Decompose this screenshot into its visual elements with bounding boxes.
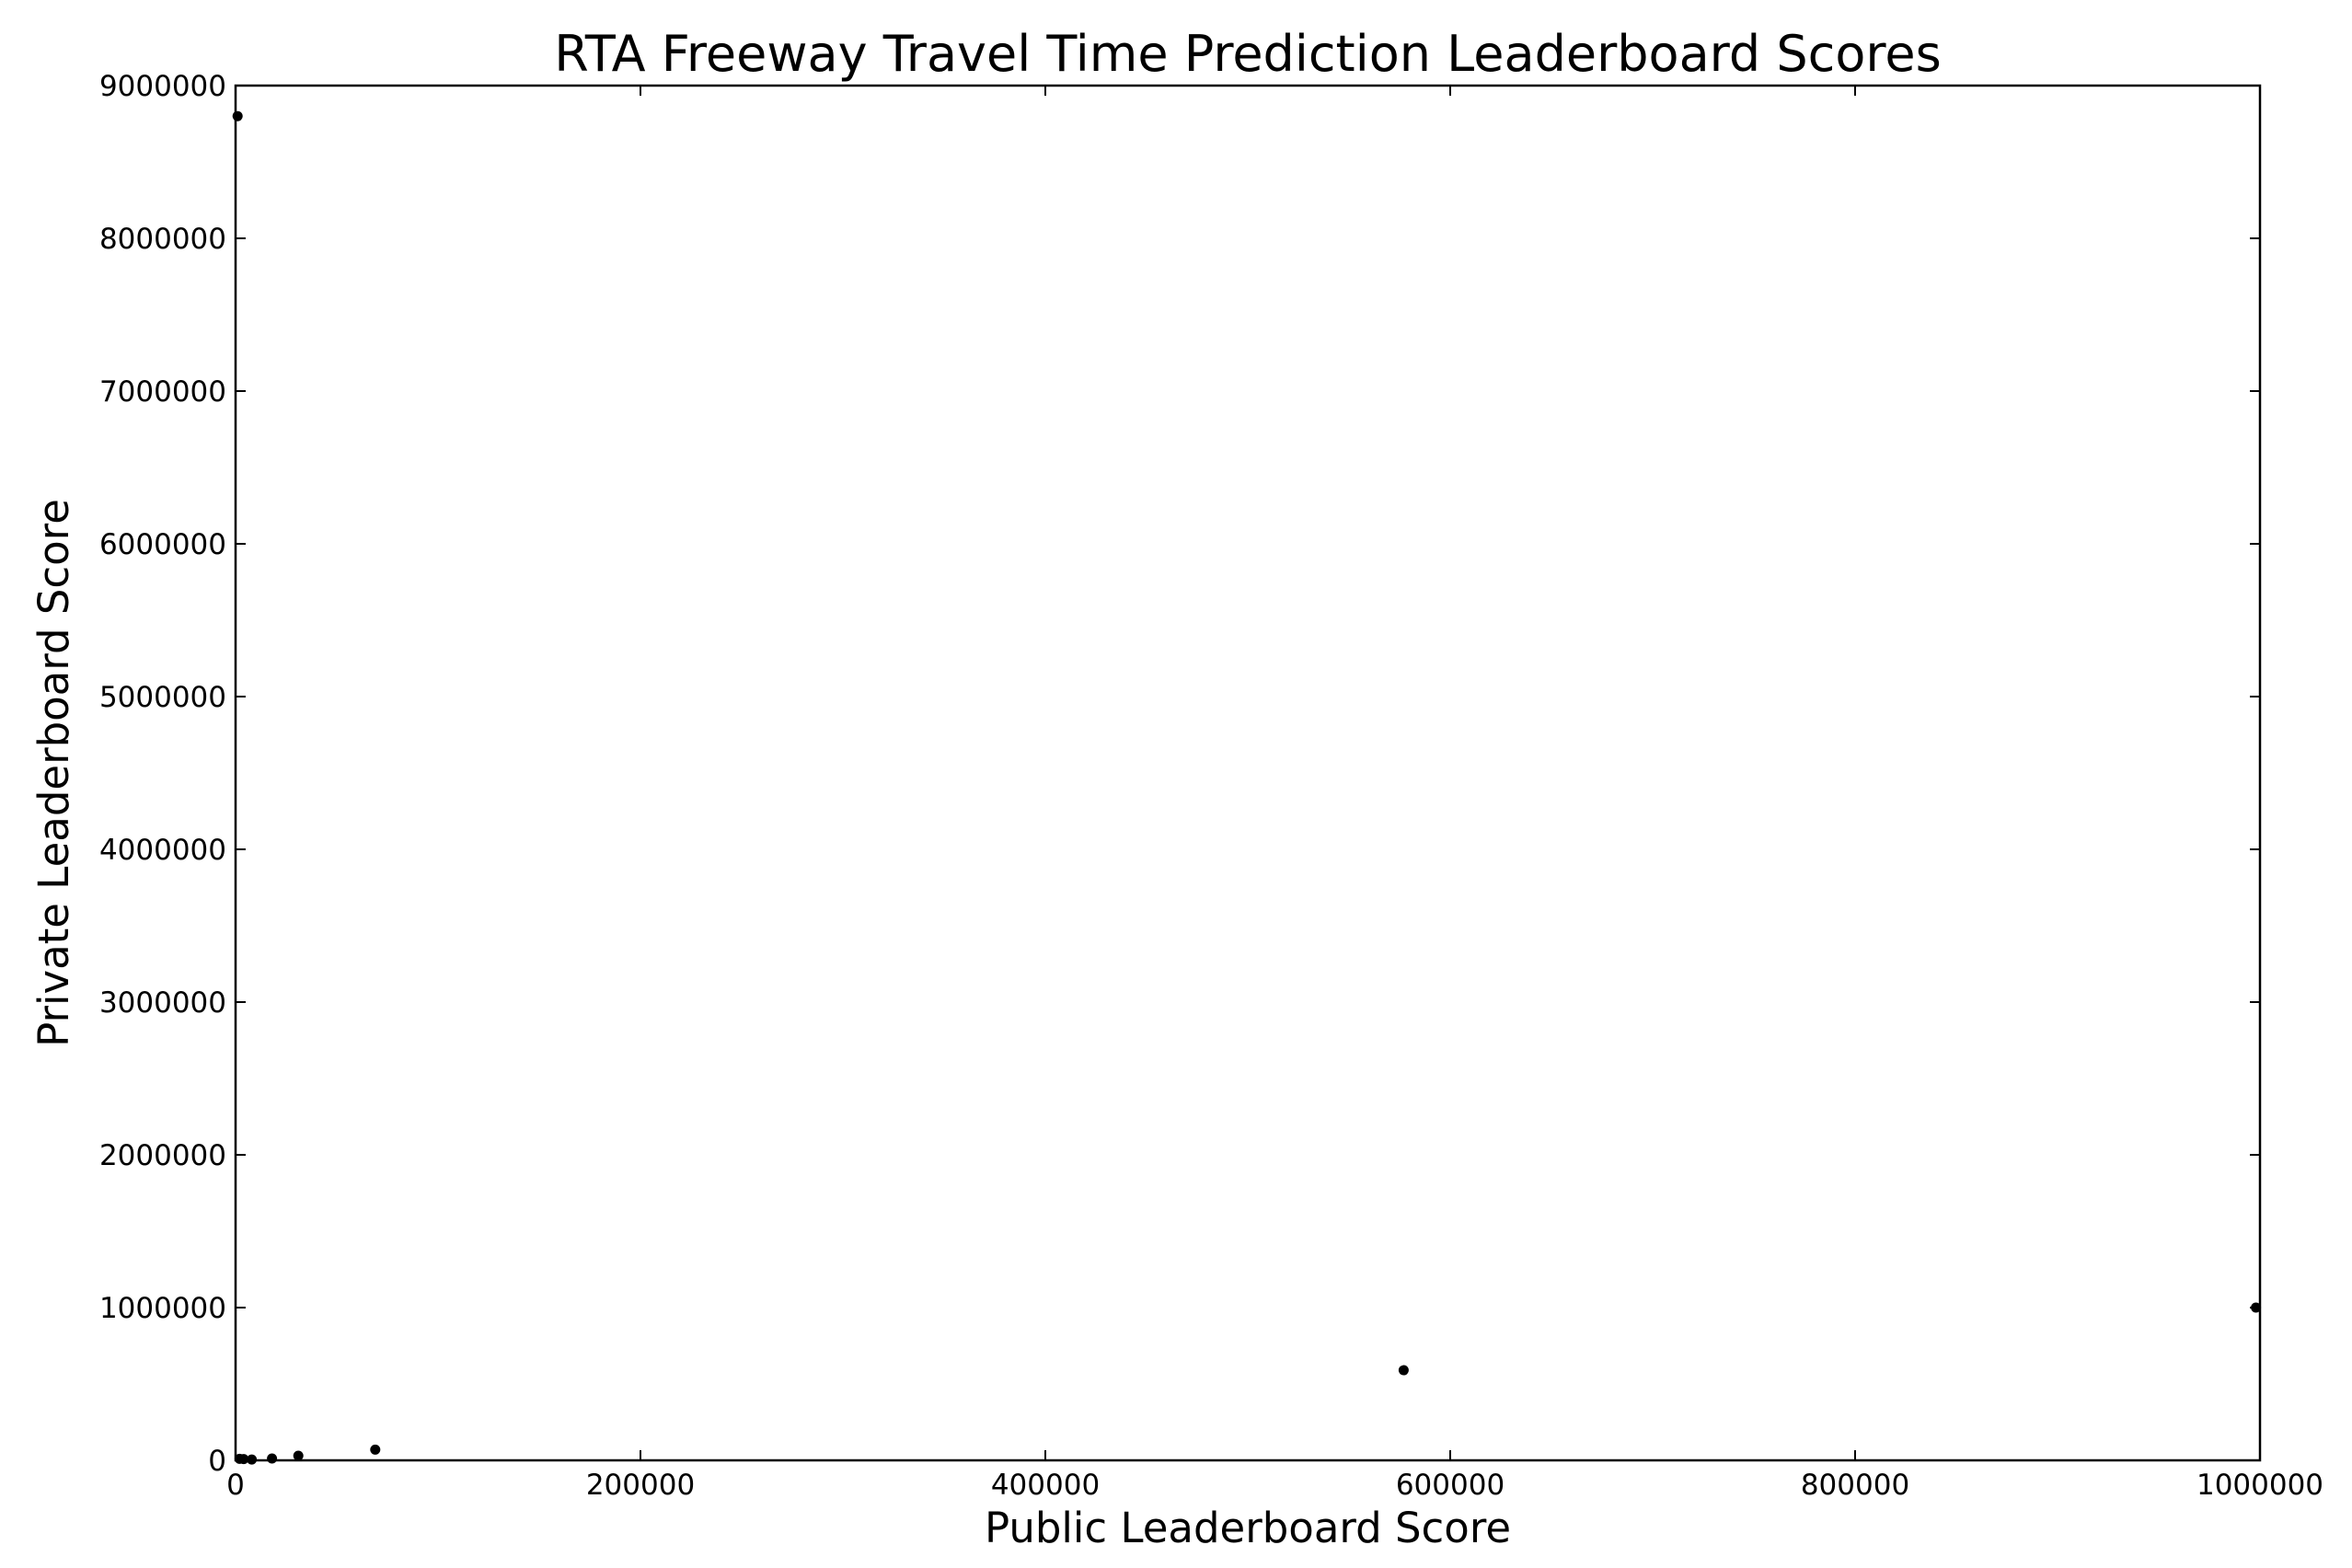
- data-point: [293, 1450, 304, 1461]
- y-tick-label: 6000000: [99, 528, 226, 561]
- y-tick-label: 8000000: [99, 223, 226, 256]
- y-tick-label: 4000000: [99, 834, 226, 867]
- x-tick-label: 800000: [1801, 1469, 1909, 1502]
- x-tick-label: 400000: [991, 1469, 1100, 1502]
- x-axis-label: Public Leaderboard Score: [985, 1504, 1511, 1552]
- y-tick-label: 1000000: [99, 1292, 226, 1325]
- y-tick-label: 2000000: [99, 1139, 226, 1172]
- x-axis: 0 200000 400000 600000 800000 1000000: [226, 86, 2323, 1502]
- y-tick-label: 5000000: [99, 681, 226, 714]
- y-tick-label: 0: [208, 1445, 226, 1478]
- data-point: [267, 1453, 278, 1464]
- data-point: [370, 1444, 381, 1455]
- x-tick-label: 600000: [1396, 1469, 1505, 1502]
- x-tick-label: 0: [226, 1469, 245, 1502]
- data-point: [2251, 1302, 2262, 1313]
- y-tick-label: 7000000: [99, 375, 226, 409]
- y-axis-label: Private Leaderboard Score: [29, 499, 78, 1047]
- chart-title: RTA Freeway Travel Time Prediction Leade…: [554, 25, 1942, 83]
- x-tick-label: 1000000: [2196, 1469, 2323, 1502]
- y-tick-label: 3000000: [99, 986, 226, 1020]
- data-point: [1398, 1365, 1409, 1376]
- data-point: [232, 110, 243, 121]
- data-point: [238, 1454, 249, 1465]
- plot-area: [234, 84, 2262, 1462]
- x-tick-label: 200000: [586, 1469, 695, 1502]
- y-tick-label: 9000000: [99, 70, 226, 103]
- data-points: [232, 110, 2262, 1465]
- y-axis: 0 1000000 2000000 3000000 4000000 5000000 6000…: [99, 70, 2260, 1478]
- plot-frame: [234, 84, 2262, 1462]
- data-point: [247, 1454, 258, 1465]
